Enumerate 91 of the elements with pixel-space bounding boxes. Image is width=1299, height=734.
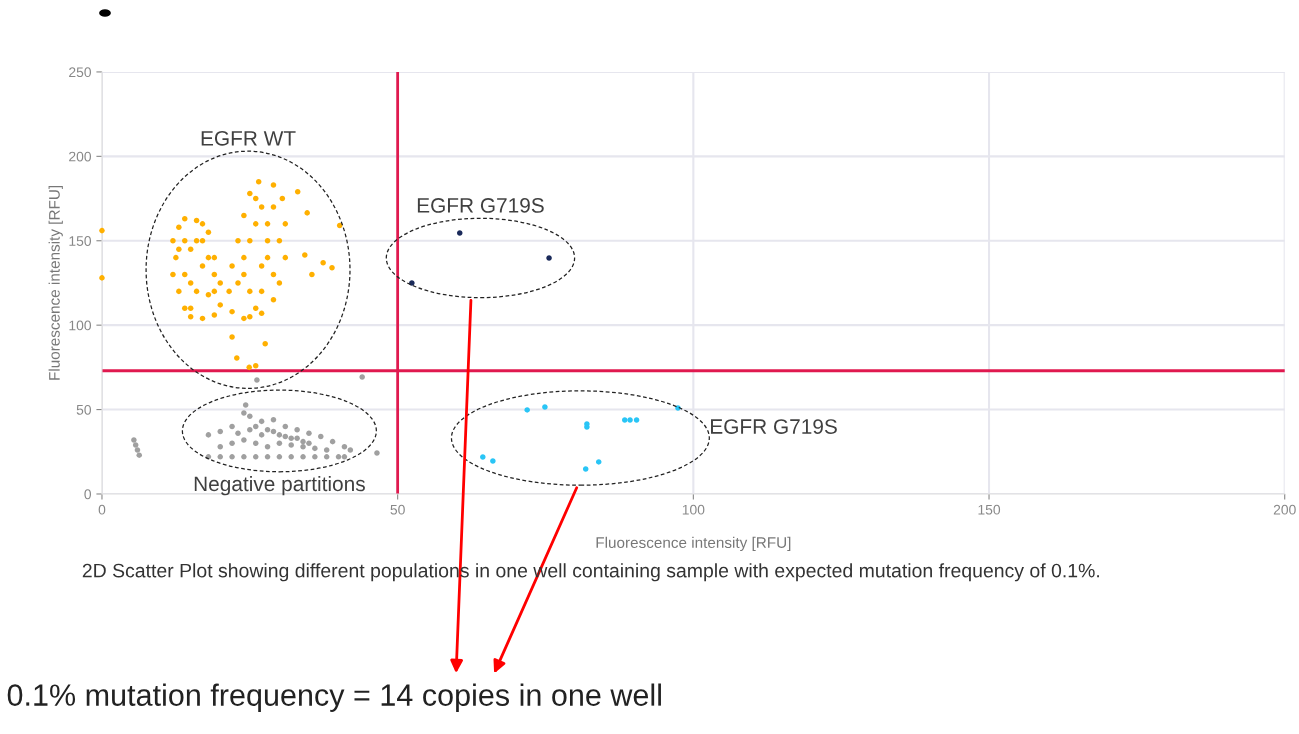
point	[323, 454, 330, 460]
point	[217, 454, 224, 460]
point	[323, 447, 330, 453]
point	[131, 437, 137, 443]
point	[374, 450, 380, 456]
series-label: EGFR G719S	[711, 419, 837, 434]
point	[205, 432, 212, 438]
y-tick-label: 150	[69, 236, 92, 246]
y-axis-title: Fluorescence intensity [RFU]	[48, 185, 63, 380]
point	[335, 454, 342, 460]
point	[136, 452, 143, 458]
point	[264, 454, 271, 460]
point	[247, 427, 253, 433]
point	[329, 438, 336, 445]
y-tick-label: 50	[76, 404, 92, 415]
point	[282, 423, 289, 430]
x-axis-title: Fluorescence intensity [RFU]	[596, 536, 791, 552]
point	[288, 435, 294, 442]
point	[490, 458, 496, 464]
point	[306, 430, 312, 436]
point	[252, 454, 259, 460]
point	[294, 427, 300, 433]
point	[524, 407, 530, 413]
point	[288, 454, 294, 460]
point	[621, 417, 628, 423]
point	[312, 445, 318, 452]
point	[217, 443, 224, 450]
point	[246, 364, 252, 371]
point	[242, 402, 249, 408]
point	[229, 423, 235, 430]
y-tick-label: 250	[69, 67, 92, 78]
x-tick-label: 50	[390, 504, 405, 515]
point	[294, 435, 300, 442]
point	[480, 454, 486, 460]
point	[205, 454, 212, 460]
point	[627, 417, 633, 423]
point	[276, 432, 283, 438]
point	[288, 442, 294, 448]
point	[134, 447, 141, 453]
point	[595, 459, 602, 465]
point	[276, 440, 283, 447]
point	[318, 433, 324, 440]
point	[264, 443, 271, 450]
point	[300, 438, 306, 445]
point	[282, 433, 289, 440]
point	[258, 432, 265, 438]
point	[312, 454, 318, 460]
series-label: Negative partitions	[194, 475, 365, 496]
text: 0.1% mutation frequency = 14 copies in one well	[7, 683, 661, 712]
y-tick-label: 200	[69, 151, 92, 162]
point	[229, 454, 235, 460]
point	[252, 440, 259, 447]
point	[633, 417, 640, 423]
point	[235, 430, 241, 436]
point	[241, 410, 247, 416]
point	[546, 255, 552, 261]
point	[132, 442, 139, 448]
text: EGFR WT	[201, 130, 296, 146]
y-tick-label: 0	[84, 489, 92, 500]
point	[456, 230, 463, 236]
x-tick-label: 100	[682, 504, 705, 515]
point	[99, 227, 105, 234]
x-tick-label: 0	[98, 504, 106, 515]
point	[306, 440, 312, 447]
point	[336, 222, 343, 229]
point	[258, 418, 265, 425]
point	[542, 404, 548, 410]
point	[252, 362, 259, 369]
point	[247, 413, 253, 420]
point	[582, 466, 589, 472]
point	[329, 264, 335, 271]
point	[347, 447, 354, 453]
y-tick-label: 100	[69, 320, 92, 331]
point	[99, 275, 105, 281]
point	[264, 427, 271, 433]
point	[300, 454, 306, 460]
point	[270, 416, 277, 423]
point	[359, 374, 365, 380]
point	[241, 454, 247, 460]
x-tick-label: 150	[978, 504, 1001, 515]
point	[341, 443, 348, 450]
series-label: EGFR G719S	[417, 198, 544, 213]
point	[276, 454, 283, 460]
point	[300, 443, 306, 450]
point	[241, 437, 247, 443]
x-tick-label: 200	[1273, 504, 1296, 515]
point	[254, 377, 260, 383]
point	[217, 428, 224, 435]
point	[341, 454, 348, 460]
point	[252, 423, 259, 430]
point	[229, 440, 235, 447]
